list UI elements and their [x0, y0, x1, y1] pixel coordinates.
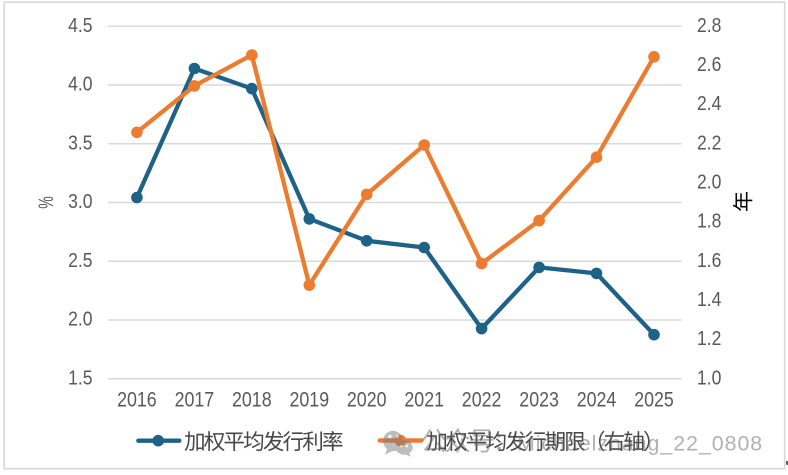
svg-text:3.5: 3.5: [68, 132, 92, 154]
svg-text:Michaelzhang_22_0808: Michaelzhang_22_0808: [517, 432, 762, 456]
svg-text:4.0: 4.0: [68, 74, 92, 96]
svg-text:2024: 2024: [577, 389, 617, 412]
svg-text:2.0: 2.0: [697, 172, 721, 194]
svg-text:%: %: [34, 196, 58, 209]
svg-text:2.6: 2.6: [697, 54, 721, 76]
svg-text:2016: 2016: [117, 389, 157, 412]
svg-text:2.0: 2.0: [68, 309, 92, 331]
svg-text:2.5: 2.5: [68, 250, 92, 272]
svg-text:1.4: 1.4: [697, 289, 721, 311]
svg-text:1.8: 1.8: [697, 211, 721, 233]
svg-text:1.5: 1.5: [68, 367, 92, 389]
svg-text:2023: 2023: [519, 389, 559, 412]
svg-text:2021: 2021: [404, 389, 444, 412]
svg-text:1.2: 1.2: [697, 328, 721, 350]
svg-text:2.8: 2.8: [697, 15, 721, 37]
svg-text:2.4: 2.4: [697, 93, 721, 115]
svg-text:2025: 2025: [634, 389, 674, 412]
svg-text:4.5: 4.5: [68, 15, 92, 37]
svg-text:1.0: 1.0: [697, 367, 721, 389]
svg-text:2020: 2020: [347, 389, 387, 412]
svg-text:3.0: 3.0: [68, 191, 92, 213]
svg-text:2.2: 2.2: [697, 132, 721, 154]
svg-text:2017: 2017: [175, 389, 215, 412]
svg-text:2018: 2018: [232, 389, 272, 412]
svg-text:2022: 2022: [462, 389, 502, 412]
svg-text:1.6: 1.6: [697, 250, 721, 272]
svg-text:2019: 2019: [290, 389, 330, 412]
